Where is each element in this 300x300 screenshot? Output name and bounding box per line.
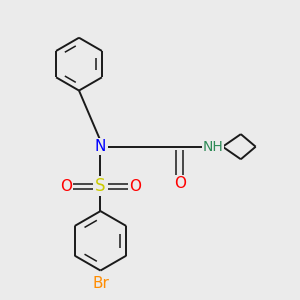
Text: Br: Br xyxy=(92,276,109,291)
Text: O: O xyxy=(174,176,186,190)
Text: NH: NH xyxy=(202,140,223,154)
Text: O: O xyxy=(129,179,141,194)
Text: O: O xyxy=(60,179,72,194)
Text: S: S xyxy=(95,177,106,195)
Text: N: N xyxy=(95,139,106,154)
